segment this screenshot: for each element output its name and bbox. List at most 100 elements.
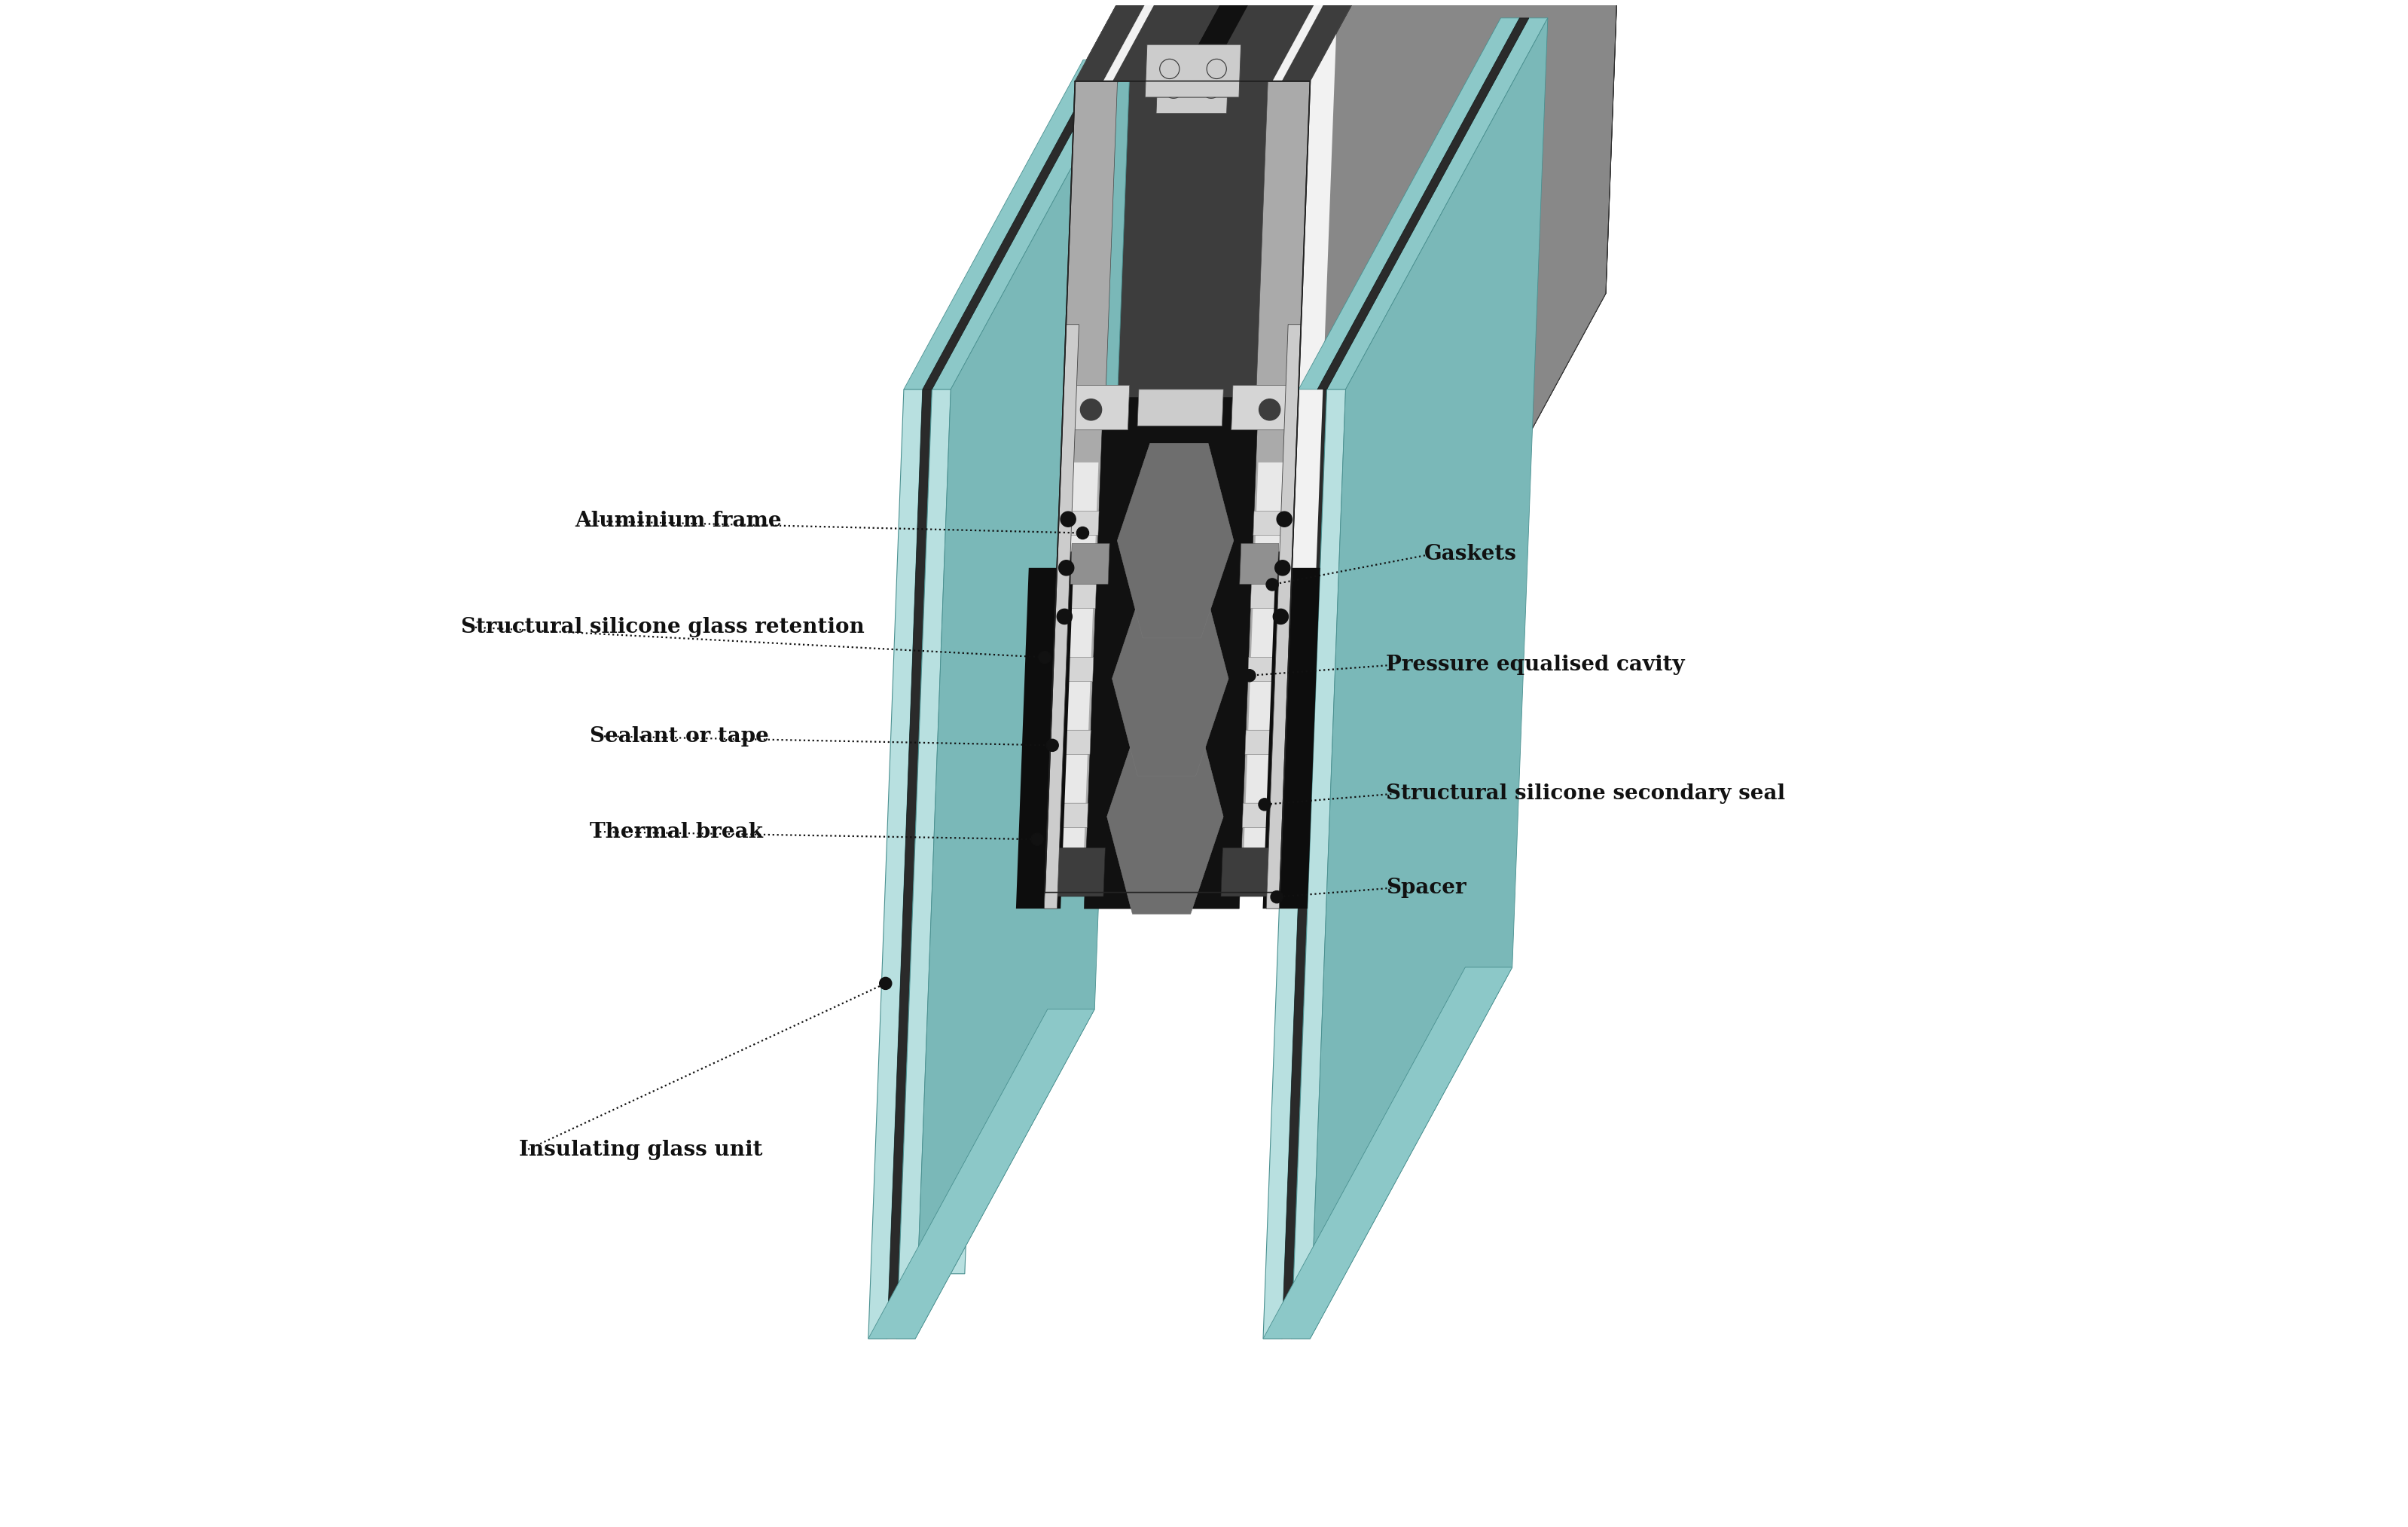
Polygon shape bbox=[1279, 195, 1609, 892]
Circle shape bbox=[1276, 512, 1293, 527]
Polygon shape bbox=[1173, 0, 1536, 81]
Polygon shape bbox=[1298, 18, 1519, 389]
Circle shape bbox=[1031, 834, 1043, 846]
Polygon shape bbox=[1062, 385, 1129, 431]
Circle shape bbox=[1047, 739, 1060, 751]
Polygon shape bbox=[1250, 585, 1288, 608]
Polygon shape bbox=[1062, 0, 1401, 446]
Polygon shape bbox=[1112, 582, 1228, 776]
Polygon shape bbox=[915, 60, 1129, 1339]
Polygon shape bbox=[896, 389, 951, 1339]
Polygon shape bbox=[1279, 229, 1609, 892]
Polygon shape bbox=[1279, 0, 1635, 892]
Polygon shape bbox=[1045, 81, 1310, 892]
Circle shape bbox=[1259, 799, 1271, 811]
Polygon shape bbox=[1243, 803, 1281, 828]
Polygon shape bbox=[1240, 544, 1279, 585]
Polygon shape bbox=[1221, 847, 1269, 896]
Polygon shape bbox=[1279, 568, 1320, 909]
Circle shape bbox=[1274, 609, 1288, 625]
Polygon shape bbox=[1238, 81, 1310, 892]
Polygon shape bbox=[937, 406, 978, 1274]
Polygon shape bbox=[1271, 0, 1609, 81]
Polygon shape bbox=[1230, 385, 1298, 431]
Polygon shape bbox=[932, 60, 1129, 389]
Polygon shape bbox=[869, 1009, 1096, 1339]
Polygon shape bbox=[1264, 967, 1512, 1339]
Polygon shape bbox=[1108, 719, 1223, 915]
Polygon shape bbox=[1206, 0, 1599, 81]
Circle shape bbox=[1060, 512, 1076, 527]
Polygon shape bbox=[1286, 0, 1618, 747]
Polygon shape bbox=[1045, 551, 1074, 909]
Polygon shape bbox=[1103, 0, 1438, 81]
Polygon shape bbox=[1317, 18, 1529, 389]
Text: Spacer: Spacer bbox=[1387, 878, 1466, 898]
Polygon shape bbox=[1296, 0, 1635, 446]
Polygon shape bbox=[917, 406, 968, 1274]
Polygon shape bbox=[1057, 585, 1096, 608]
Circle shape bbox=[1161, 60, 1180, 79]
Polygon shape bbox=[1098, 0, 1430, 81]
Text: Insulating glass unit: Insulating glass unit bbox=[518, 1141, 763, 1161]
Polygon shape bbox=[1243, 463, 1291, 867]
Polygon shape bbox=[1211, 0, 1599, 81]
Polygon shape bbox=[1288, 0, 1628, 649]
Polygon shape bbox=[1305, 0, 1633, 228]
Polygon shape bbox=[1146, 44, 1240, 98]
Polygon shape bbox=[1279, 34, 1336, 892]
Polygon shape bbox=[1281, 0, 1635, 81]
Polygon shape bbox=[1293, 0, 1623, 551]
Polygon shape bbox=[1281, 389, 1327, 1339]
Circle shape bbox=[1206, 60, 1226, 79]
Polygon shape bbox=[1072, 544, 1110, 585]
Polygon shape bbox=[1074, 0, 1426, 81]
Polygon shape bbox=[1060, 512, 1098, 536]
Polygon shape bbox=[1291, 389, 1346, 1339]
Polygon shape bbox=[886, 389, 932, 1339]
Polygon shape bbox=[1045, 34, 1100, 892]
Circle shape bbox=[1202, 79, 1221, 98]
Polygon shape bbox=[1057, 847, 1105, 896]
Circle shape bbox=[1271, 890, 1283, 902]
Polygon shape bbox=[1279, 0, 1635, 892]
Polygon shape bbox=[1050, 803, 1088, 828]
Polygon shape bbox=[1252, 512, 1291, 536]
Polygon shape bbox=[1245, 730, 1283, 754]
Polygon shape bbox=[1050, 463, 1098, 867]
Circle shape bbox=[1259, 399, 1281, 420]
Polygon shape bbox=[1298, 0, 1630, 421]
Polygon shape bbox=[903, 60, 1103, 389]
Polygon shape bbox=[1308, 0, 1635, 147]
Polygon shape bbox=[1045, 0, 1401, 892]
Polygon shape bbox=[1137, 389, 1223, 426]
Polygon shape bbox=[1112, 0, 1505, 81]
Text: Pressure equalised cavity: Pressure equalised cavity bbox=[1387, 655, 1686, 675]
Circle shape bbox=[1274, 560, 1291, 576]
Polygon shape bbox=[1271, 0, 1609, 81]
Polygon shape bbox=[1103, 0, 1438, 81]
Circle shape bbox=[1243, 669, 1255, 681]
Text: Gaskets: Gaskets bbox=[1423, 544, 1517, 565]
Polygon shape bbox=[1281, 50, 1616, 828]
Text: Structural silicone glass retention: Structural silicone glass retention bbox=[460, 617, 864, 637]
Circle shape bbox=[1076, 527, 1088, 539]
Circle shape bbox=[1081, 399, 1100, 420]
Polygon shape bbox=[1074, 0, 1635, 81]
Polygon shape bbox=[1055, 657, 1093, 681]
Circle shape bbox=[1057, 609, 1072, 625]
Polygon shape bbox=[1045, 0, 1401, 892]
Polygon shape bbox=[1045, 81, 1117, 892]
Polygon shape bbox=[1327, 18, 1548, 389]
Polygon shape bbox=[1117, 443, 1233, 638]
Circle shape bbox=[1038, 652, 1050, 663]
Polygon shape bbox=[951, 136, 1144, 406]
Polygon shape bbox=[1262, 551, 1293, 909]
Text: Sealant or tape: Sealant or tape bbox=[590, 725, 768, 747]
Text: Aluminium frame: Aluminium frame bbox=[576, 510, 783, 531]
Polygon shape bbox=[1052, 730, 1091, 754]
Circle shape bbox=[1060, 560, 1074, 576]
Polygon shape bbox=[1281, 0, 1613, 81]
Polygon shape bbox=[1283, 147, 1611, 796]
Text: Structural silicone secondary seal: Structural silicone secondary seal bbox=[1387, 783, 1784, 805]
